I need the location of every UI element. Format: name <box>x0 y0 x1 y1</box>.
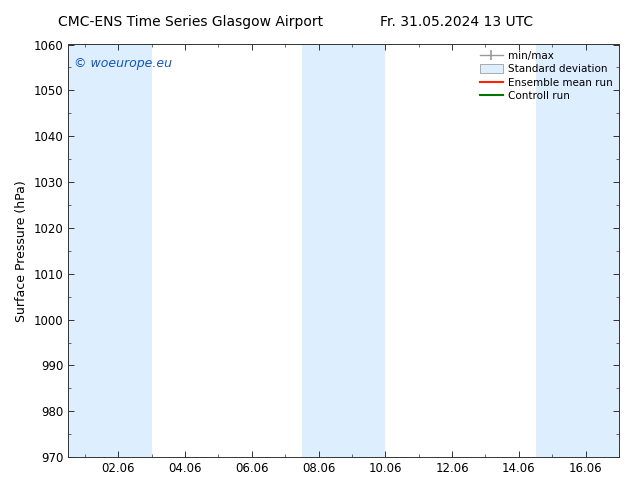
Text: CMC-ENS Time Series Glasgow Airport: CMC-ENS Time Series Glasgow Airport <box>58 15 323 29</box>
Text: Fr. 31.05.2024 13 UTC: Fr. 31.05.2024 13 UTC <box>380 15 533 29</box>
Legend: min/max, Standard deviation, Ensemble mean run, Controll run: min/max, Standard deviation, Ensemble me… <box>476 47 617 105</box>
Y-axis label: Surface Pressure (hPa): Surface Pressure (hPa) <box>15 180 28 322</box>
Bar <box>536 45 619 457</box>
Text: © woeurope.eu: © woeurope.eu <box>74 57 172 70</box>
Bar <box>302 45 385 457</box>
Bar <box>68 45 152 457</box>
